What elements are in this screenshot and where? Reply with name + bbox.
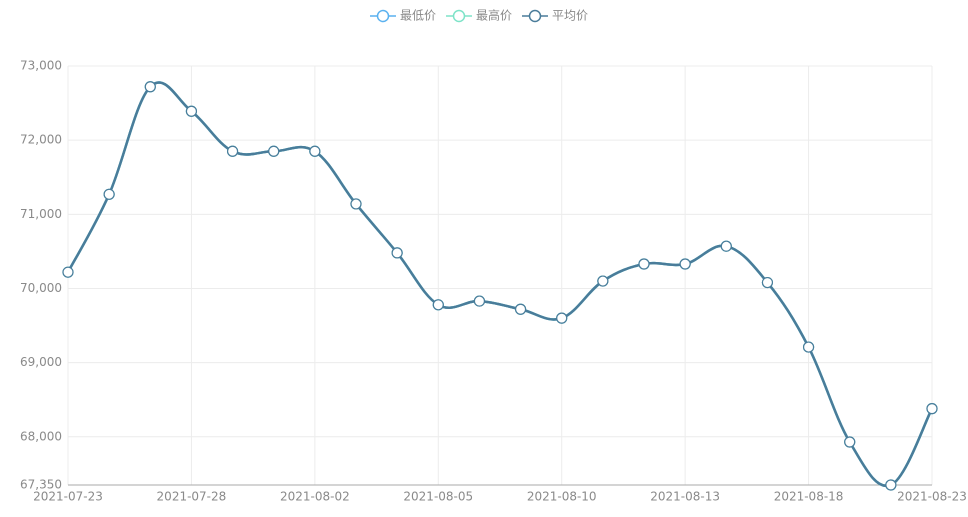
- x-tick-label: 2021-08-23: [897, 490, 967, 504]
- series-line: [66, 81, 934, 488]
- x-tick-label: 2021-08-13: [650, 490, 720, 504]
- y-tick-label: 68,000: [20, 429, 62, 443]
- point-marker: [556, 312, 568, 324]
- x-tick-label: 2021-08-18: [774, 490, 844, 504]
- point-marker: [679, 258, 691, 270]
- y-tick-label: 67,350: [20, 478, 62, 492]
- y-tick-label: 69,000: [20, 355, 62, 369]
- x-tick-label: 2021-07-23: [33, 490, 103, 504]
- point-marker: [103, 188, 115, 200]
- y-tick-label: 71,000: [20, 207, 62, 221]
- y-tick-label: 73,000: [20, 59, 62, 73]
- x-tick-label: 2021-08-02: [280, 490, 350, 504]
- point-marker: [226, 145, 239, 157]
- legend-marker: [528, 9, 542, 23]
- x-tick-label: 2021-08-10: [527, 490, 597, 504]
- point-marker: [309, 145, 321, 157]
- point-marker: [638, 258, 650, 270]
- legend-label: 最高价: [476, 8, 512, 23]
- point-marker: [473, 295, 486, 307]
- legend: 最低价 最高价 平均价: [370, 8, 588, 23]
- point-marker: [62, 266, 74, 278]
- point-marker: [597, 275, 609, 287]
- y-tick-label: 72,000: [20, 133, 62, 147]
- series-line: [66, 81, 934, 488]
- legend-marker: [452, 9, 466, 23]
- point-marker: [350, 198, 362, 210]
- legend-marker: [376, 9, 390, 23]
- x-tick-label: 2021-07-28: [157, 490, 227, 504]
- point-marker: [761, 276, 774, 289]
- x-tick-label: 2021-08-05: [403, 490, 473, 504]
- point-marker: [268, 145, 280, 157]
- point-marker: [391, 247, 403, 259]
- point-marker: [885, 479, 897, 491]
- point-marker: [802, 341, 815, 353]
- point-marker: [720, 240, 732, 252]
- point-marker: [514, 303, 527, 315]
- series-line: [66, 81, 934, 488]
- y-tick-label: 70,000: [20, 281, 62, 295]
- point-marker: [926, 403, 938, 415]
- legend-label: 平均价: [552, 9, 588, 23]
- point-marker: [185, 105, 198, 117]
- legend-label: 最低价: [400, 9, 436, 23]
- point-marker: [432, 299, 444, 311]
- point-marker: [844, 436, 856, 448]
- point-marker: [144, 81, 156, 93]
